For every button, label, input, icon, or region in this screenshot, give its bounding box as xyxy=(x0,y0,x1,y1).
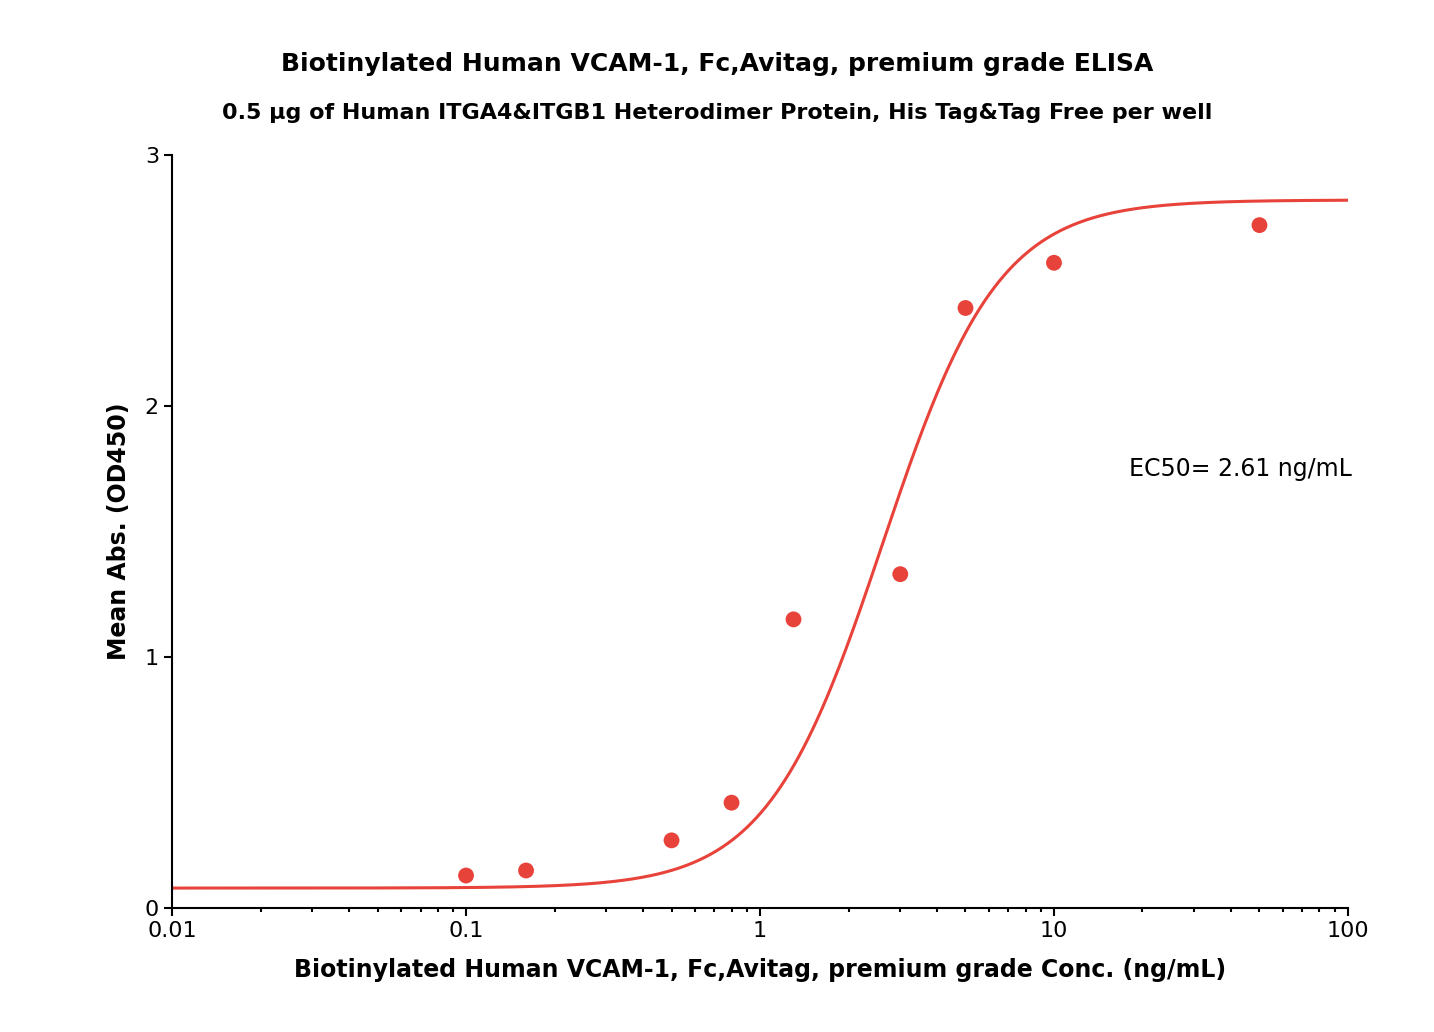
Point xyxy=(1043,255,1065,271)
Point xyxy=(782,611,804,627)
Point xyxy=(889,566,912,582)
Text: Biotinylated Human VCAM-1, Fc,Avitag, premium grade ELISA: Biotinylated Human VCAM-1, Fc,Avitag, pr… xyxy=(281,52,1153,75)
Point xyxy=(660,832,683,848)
Point xyxy=(720,795,743,811)
Point xyxy=(954,299,977,316)
Text: 0.5 μg of Human ITGA4&ITGB1 Heterodimer Protein, His Tag&Tag Free per well: 0.5 μg of Human ITGA4&ITGB1 Heterodimer … xyxy=(222,103,1212,123)
Point xyxy=(1248,217,1271,233)
Point xyxy=(515,863,538,879)
X-axis label: Biotinylated Human VCAM-1, Fc,Avitag, premium grade Conc. (ng/mL): Biotinylated Human VCAM-1, Fc,Avitag, pr… xyxy=(294,958,1226,982)
Point xyxy=(455,867,478,883)
Y-axis label: Mean Abs. (OD450): Mean Abs. (OD450) xyxy=(106,402,130,660)
Text: EC50= 2.61 ng/mL: EC50= 2.61 ng/mL xyxy=(1129,457,1352,481)
